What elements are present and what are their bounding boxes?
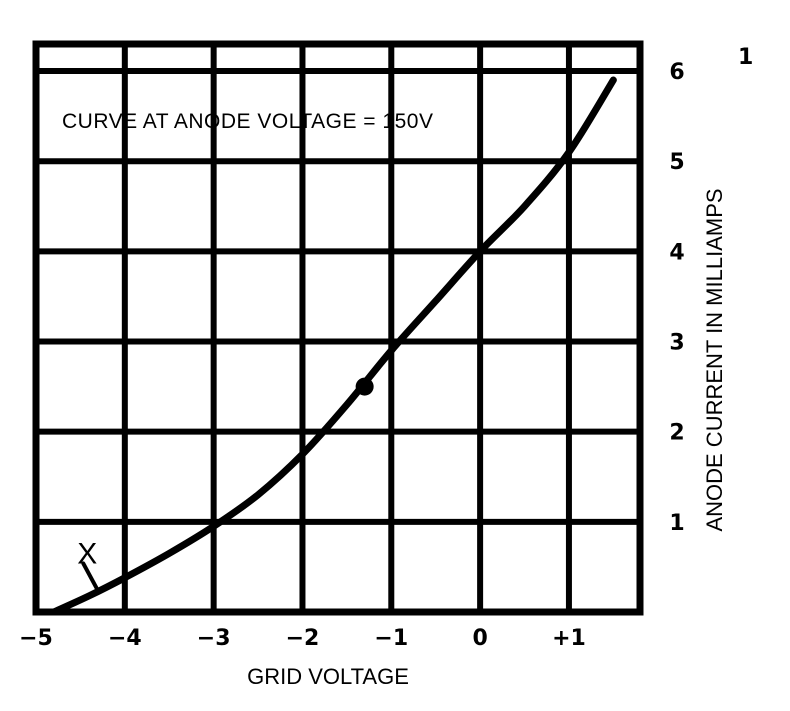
y-axis-label: ANODE CURRENT IN MILLIAMPS (702, 188, 727, 531)
x-tick-label: −3 (197, 626, 231, 651)
x-tick-label: −1 (374, 626, 408, 651)
y-tick-label: 5 (669, 150, 684, 175)
y-tick-label: 2 (669, 421, 684, 446)
x-tick-label: +1 (552, 626, 586, 651)
x-tick-label: 0 (472, 626, 487, 651)
x-axis-ticks: −5 −4 −3 −2 −1 0 +1 (19, 626, 586, 651)
corner-label: 1 (738, 45, 753, 70)
x-tick-label: −4 (108, 626, 142, 651)
y-tick-label: 4 (669, 240, 684, 265)
y-tick-label: 3 (669, 331, 684, 356)
y-axis-ticks: 1 2 3 4 5 6 (669, 60, 684, 536)
point-label-leader (81, 561, 100, 592)
point-label: X (77, 537, 100, 592)
y-tick-label: 6 (669, 60, 684, 85)
point-label-text: X (77, 537, 97, 570)
x-axis-label: GRID VOLTAGE (247, 664, 409, 689)
x-tick-label: −2 (286, 626, 320, 651)
grid (32, 40, 644, 616)
chart-annotation: CURVE AT ANODE VOLTAGE = 150V (62, 110, 433, 133)
series-curve (50, 76, 617, 616)
y-tick-label: 1 (669, 511, 684, 536)
x-tick-label: −5 (19, 626, 53, 651)
marked-point (355, 377, 374, 396)
